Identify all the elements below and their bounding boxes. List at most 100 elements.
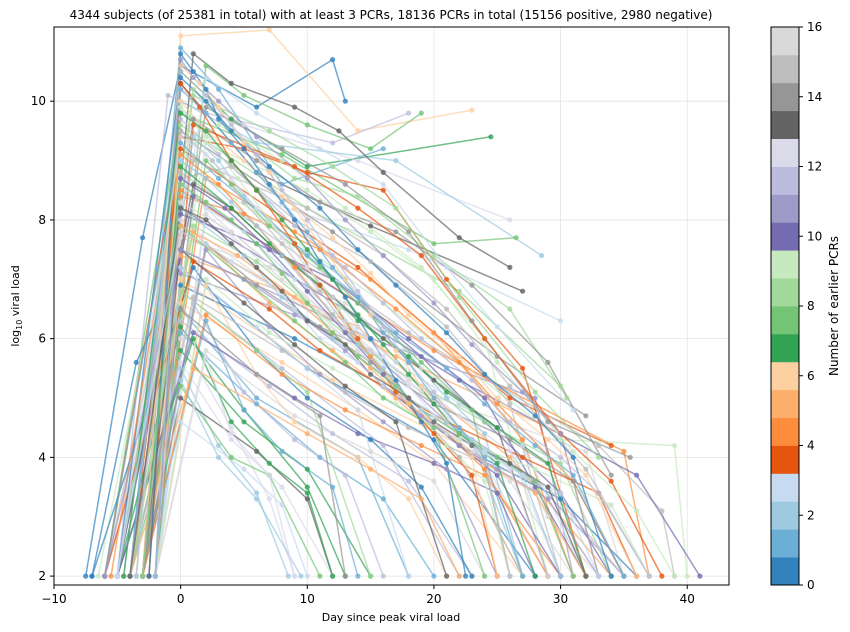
data-point <box>292 264 298 270</box>
data-point <box>203 128 209 134</box>
data-point <box>469 407 475 413</box>
data-point <box>254 496 260 502</box>
data-point <box>203 104 209 110</box>
data-point <box>292 175 298 181</box>
data-point <box>456 425 462 431</box>
data-point <box>380 342 386 348</box>
data-point <box>304 264 310 270</box>
data-point <box>235 252 241 259</box>
data-point <box>393 383 399 389</box>
data-point <box>203 110 209 116</box>
data-point <box>494 490 500 496</box>
data-point <box>292 294 298 300</box>
data-point <box>292 241 298 247</box>
data-point <box>190 74 196 81</box>
data-point <box>241 199 247 205</box>
data-point <box>482 431 488 437</box>
data-point <box>178 146 184 152</box>
data-point <box>228 217 234 223</box>
data-point <box>545 437 551 443</box>
data-point <box>469 377 475 383</box>
data-point <box>190 365 196 371</box>
data-point <box>241 419 247 425</box>
data-point <box>317 324 323 330</box>
data-point <box>368 258 374 265</box>
data-point <box>178 235 184 241</box>
data-point <box>178 98 184 104</box>
data-point <box>330 312 336 318</box>
data-point <box>304 389 310 395</box>
data-point <box>266 169 272 175</box>
data-point <box>228 205 234 211</box>
data-point <box>228 140 234 146</box>
colorbar-segment <box>771 250 799 279</box>
colorbar-segment <box>771 389 799 418</box>
data-point <box>241 122 247 128</box>
data-point <box>507 306 513 312</box>
data-point <box>418 365 424 371</box>
data-point <box>545 514 551 520</box>
data-point <box>393 353 399 360</box>
data-point <box>570 448 576 454</box>
data-point <box>279 158 285 164</box>
data-point <box>228 258 234 265</box>
data-point <box>133 573 139 579</box>
data-point <box>266 264 272 270</box>
data-point <box>178 318 184 324</box>
data-point <box>431 252 437 259</box>
data-point <box>254 241 260 247</box>
data-point <box>583 472 589 478</box>
data-point <box>216 152 222 158</box>
data-point <box>380 169 386 175</box>
data-point <box>507 448 513 454</box>
colorbar: 0 2 4 6 8 10 12 14 16 <box>770 20 822 592</box>
data-point <box>178 229 184 235</box>
data-point <box>279 181 285 187</box>
colorbar-segment <box>771 501 799 530</box>
data-point <box>583 573 589 579</box>
data-point <box>178 383 184 389</box>
data-point <box>317 205 323 211</box>
data-point <box>355 205 361 211</box>
data-point <box>456 431 462 437</box>
data-point <box>520 573 526 579</box>
data-point <box>570 472 576 478</box>
data-point <box>418 110 424 116</box>
data-point <box>178 181 184 187</box>
data-point <box>178 63 184 69</box>
data-point <box>444 306 450 312</box>
data-point <box>342 347 348 354</box>
data-point <box>304 484 310 490</box>
data-point <box>317 241 323 247</box>
data-point <box>178 140 184 146</box>
data-point <box>355 324 361 330</box>
data-point <box>406 110 412 116</box>
data-point <box>254 158 260 164</box>
data-point <box>621 448 627 454</box>
data-point <box>292 229 298 235</box>
data-point <box>254 169 260 175</box>
data-point <box>114 573 120 579</box>
data-point <box>482 448 488 454</box>
x-tick-label: 30 <box>553 592 568 606</box>
data-point <box>254 324 260 330</box>
data-point <box>596 454 602 460</box>
data-point <box>140 573 146 579</box>
data-point <box>178 282 184 288</box>
data-point <box>583 448 589 454</box>
data-point <box>146 573 152 579</box>
data-point <box>317 146 323 152</box>
data-point <box>178 51 184 57</box>
data-point <box>266 460 272 466</box>
data-point <box>608 478 614 484</box>
data-point <box>456 401 462 407</box>
data-point <box>178 74 184 81</box>
data-point <box>469 454 475 460</box>
data-point <box>406 371 412 377</box>
data-point <box>178 270 184 276</box>
data-point <box>266 306 272 312</box>
data-point <box>494 472 500 478</box>
data-point <box>355 573 361 579</box>
data-point <box>431 389 437 395</box>
data-point <box>266 282 272 288</box>
